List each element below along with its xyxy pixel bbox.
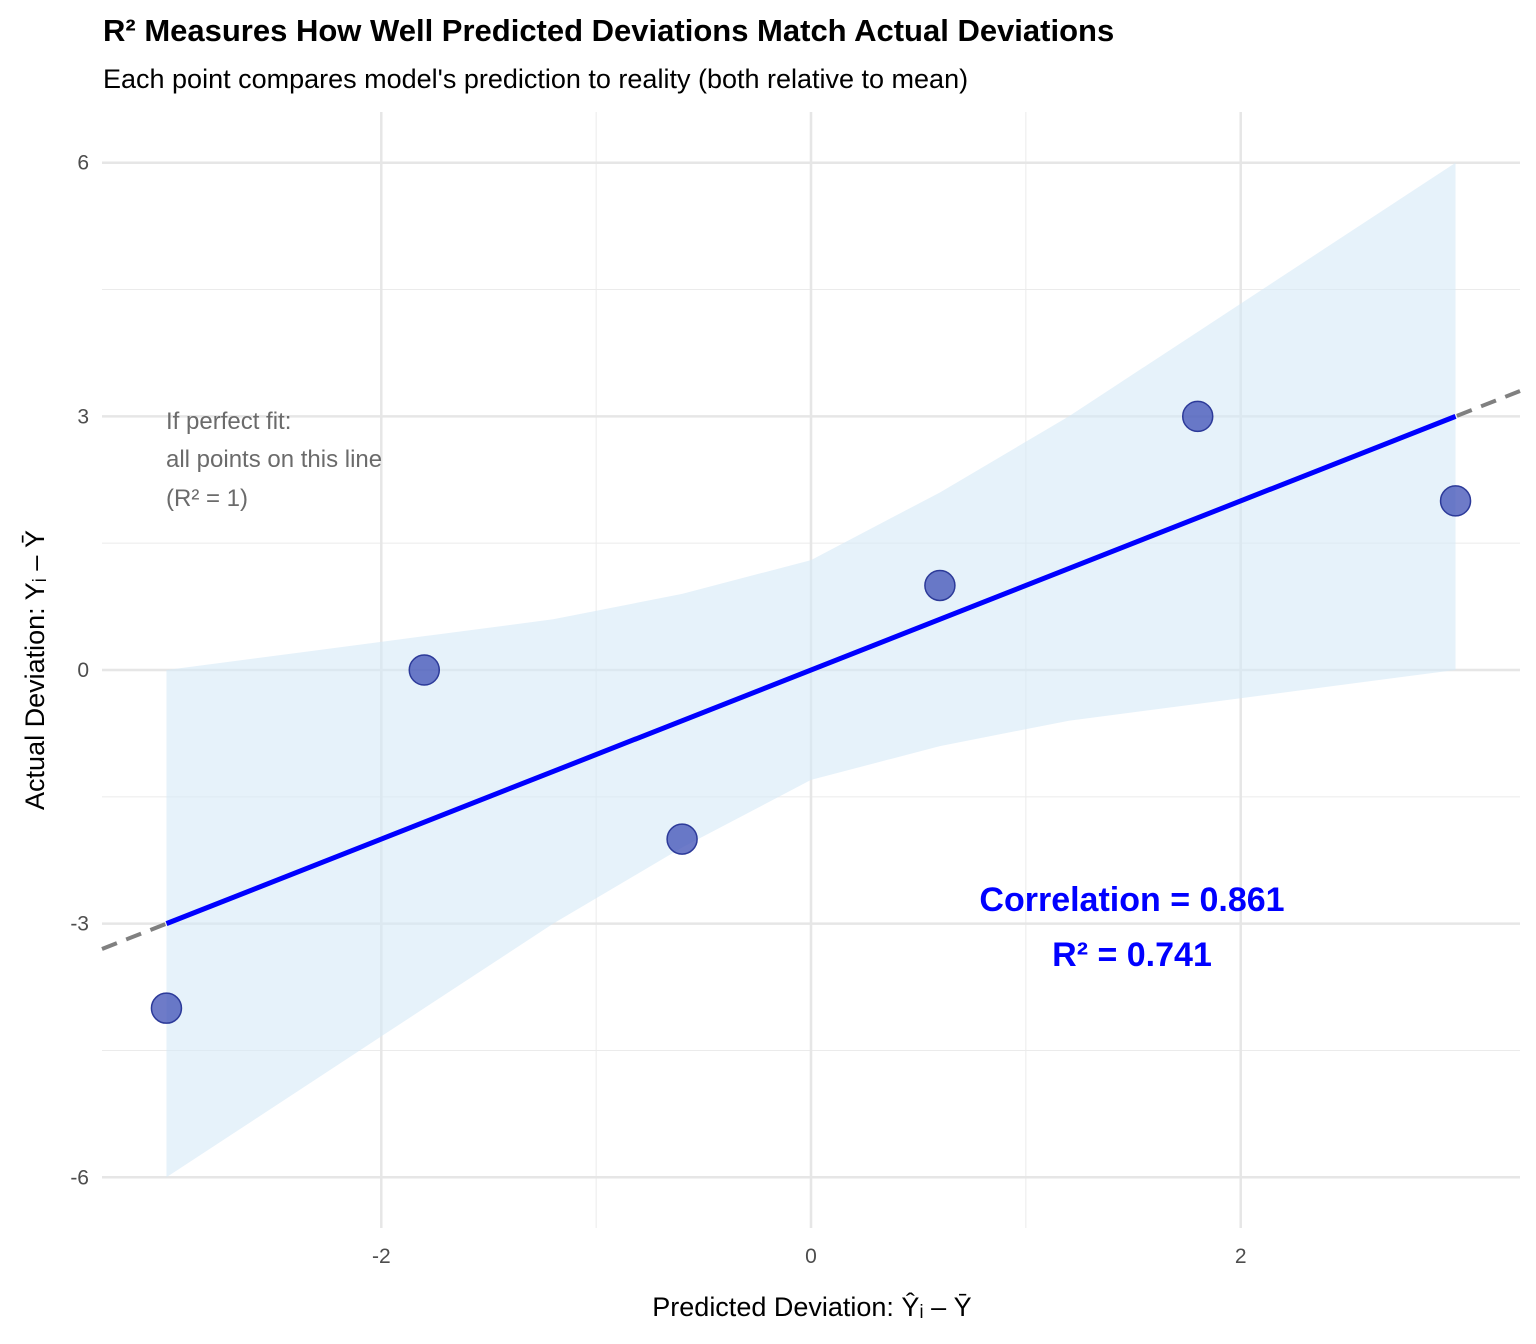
data-point-1 [150, 992, 183, 1024]
regression-fit-line [165, 414, 1457, 926]
y-tick-label: 6 [77, 152, 89, 175]
y-tick-label: 0 [77, 659, 89, 682]
data-point-5 [1181, 400, 1214, 433]
x-tick-label: 0 [805, 1245, 817, 1268]
y-tick-label: -6 [70, 1166, 89, 1189]
chart-subtitle: Each point compares model's prediction t… [103, 64, 968, 94]
chart-title: R² Measures How Well Predicted Deviation… [103, 13, 1114, 48]
y-axis-title: Actual Deviation: Yᵢ – Ȳ [20, 530, 50, 810]
data-point-3 [666, 823, 698, 855]
correlation-label: Correlation = 0.861 [979, 881, 1284, 919]
x-tick-label: 2 [1235, 1245, 1247, 1268]
data-point-6 [1439, 485, 1472, 517]
x-axis-title: Predicted Deviation: Ŷᵢ – Ȳ [652, 1291, 971, 1322]
perfect-fit-note-line-1: If perfect fit: [166, 408, 291, 435]
perfect-fit-note-line-3: (R² = 1) [166, 485, 248, 512]
data-point-2 [408, 654, 441, 686]
data-point-4 [924, 569, 956, 602]
y-tick-label: 3 [77, 405, 89, 428]
x-tick-label: -2 [372, 1245, 391, 1268]
data-points [150, 400, 1472, 1024]
y-tick-label: -3 [70, 913, 89, 936]
y-tick-labels: -6 -3 0 3 6 [70, 152, 89, 1190]
r-squared-label: R² = 0.741 [1052, 936, 1212, 974]
perfect-fit-note-line-2: all points on this line [166, 446, 382, 473]
x-tick-labels: -2 0 2 [372, 1245, 1247, 1268]
